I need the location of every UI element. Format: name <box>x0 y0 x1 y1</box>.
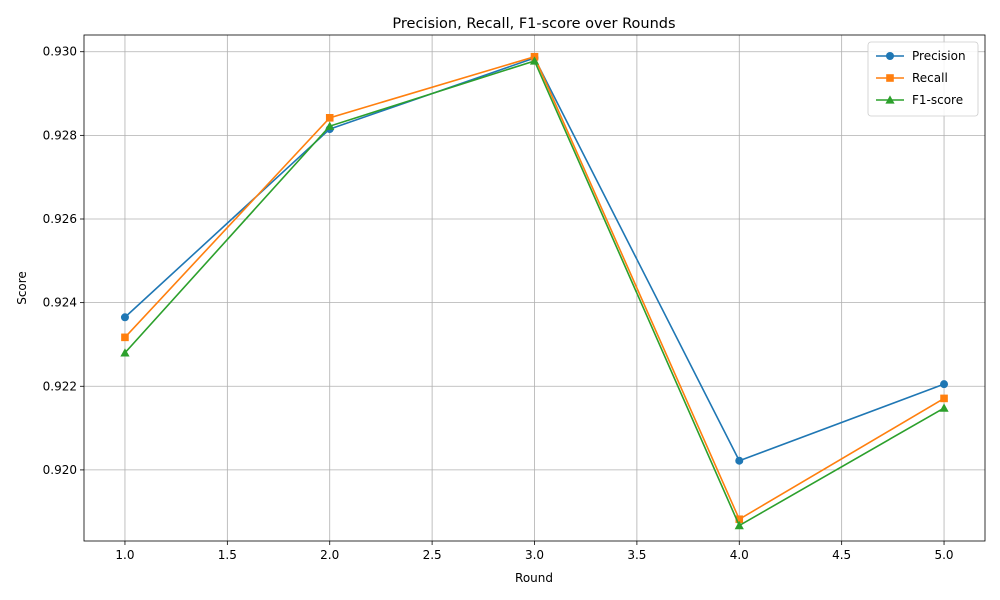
y-tick-label: 0.930 <box>43 45 77 59</box>
x-axis-ticks: 1.0 1.5 2.0 2.5 3.0 3.5 4.0 4.5 5.0 <box>115 541 954 562</box>
y-tick-label: 0.928 <box>43 128 77 142</box>
x-tick-label: 1.0 <box>115 548 134 562</box>
series-layer <box>120 52 949 530</box>
x-tick-label: 4.0 <box>730 548 749 562</box>
f1-score-point <box>529 56 540 65</box>
legend-label: Recall <box>912 71 948 85</box>
x-tick-label: 3.0 <box>525 548 544 562</box>
legend-label: F1-score <box>912 93 963 107</box>
recall-point <box>121 333 129 342</box>
precision-point <box>120 313 129 322</box>
legend-swatch-marker <box>885 95 895 104</box>
precision-point <box>735 456 744 465</box>
x-tick-label: 5.0 <box>934 548 953 562</box>
recall-point <box>735 515 744 524</box>
f1-score-point <box>325 121 335 130</box>
x-tick-label: 2.0 <box>320 548 339 562</box>
legend-item-precision: Precision <box>876 49 966 63</box>
f1-score-point <box>939 403 949 412</box>
y-axis-label: Score <box>15 271 29 305</box>
f1-score-point <box>734 520 744 530</box>
recall-point <box>940 394 948 403</box>
legend-swatch-marker <box>886 52 894 60</box>
legend-box <box>867 41 979 117</box>
f1-score-point <box>120 348 130 357</box>
legend-item-f1-score: F1-score <box>876 93 963 107</box>
recall-point <box>325 114 334 122</box>
series-f1-score <box>120 56 949 530</box>
grid-lines <box>84 35 985 541</box>
precision-point <box>940 380 949 389</box>
chart-title: Precision, Recall, F1-score over Rounds <box>392 16 675 32</box>
legend-item-recall: Recall <box>876 71 948 85</box>
y-tick-label: 0.924 <box>43 296 77 310</box>
x-tick-label: 4.5 <box>832 548 851 562</box>
x-tick-label: 3.5 <box>627 548 646 562</box>
legend: Precision Recall F1-score <box>867 41 979 117</box>
x-tick-label: 1.5 <box>218 548 237 562</box>
legend-label: Precision <box>912 49 966 63</box>
y-tick-label: 0.926 <box>43 212 77 226</box>
legend-swatch-marker <box>886 74 894 82</box>
y-tick-label: 0.922 <box>43 379 77 393</box>
x-axis-label: Round <box>515 571 553 585</box>
x-tick-label: 2.5 <box>423 548 442 562</box>
y-axis-ticks: 0.920 0.922 0.924 0.926 0.928 0.930 <box>43 45 84 477</box>
y-tick-label: 0.920 <box>43 463 77 477</box>
